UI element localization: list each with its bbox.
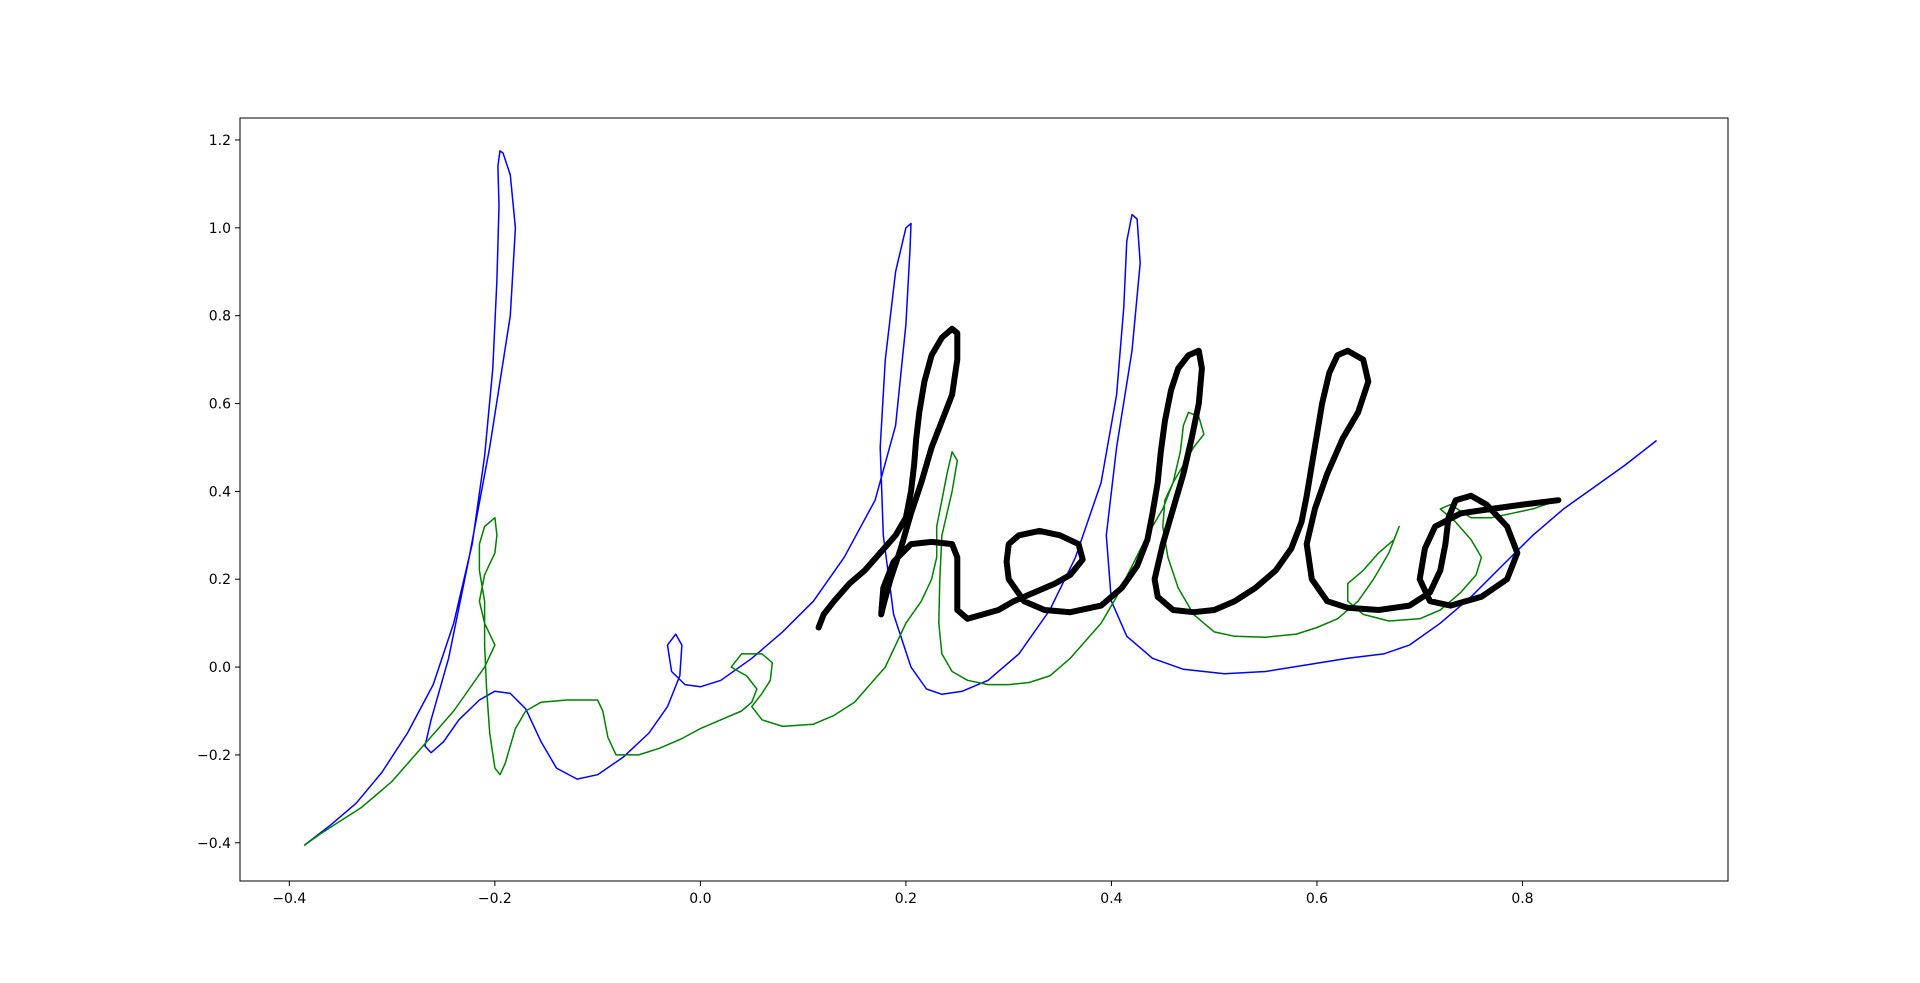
series-line-1	[303, 150, 1657, 846]
y-axis: −0.4 −0.2 0.0 0.2 0.4 0.6 0.8 1.0 1.2	[197, 133, 240, 852]
plot-area	[240, 118, 1728, 881]
x-tick-label: −0.2	[478, 891, 512, 907]
plot-frame	[239, 117, 1729, 882]
y-tick-label: 0.0	[209, 660, 231, 676]
y-tick-label: 0.8	[209, 309, 231, 325]
x-tick-label: 0.8	[1511, 891, 1533, 907]
x-tick-label: −0.4	[272, 891, 306, 907]
y-tick-label: 0.4	[209, 484, 231, 500]
y-tick-label: 1.0	[209, 221, 231, 237]
y-tick-label: 1.2	[209, 133, 231, 149]
y-tick-label: −0.4	[197, 836, 231, 852]
series-line-3	[815, 325, 1562, 631]
x-tick-label: 0.6	[1306, 891, 1328, 907]
x-axis: −0.4 −0.2 0.0 0.2 0.4 0.6 0.8	[272, 881, 1534, 907]
y-tick-label: 0.2	[209, 572, 231, 588]
x-tick-label: 0.0	[689, 891, 711, 907]
y-tick-label: −0.2	[197, 748, 231, 764]
series-layer	[303, 150, 1657, 846]
x-tick-label: 0.4	[1100, 891, 1122, 907]
y-tick-label: 0.6	[209, 397, 231, 413]
series-line-2	[303, 411, 1560, 846]
x-tick-label: 0.2	[895, 891, 917, 907]
